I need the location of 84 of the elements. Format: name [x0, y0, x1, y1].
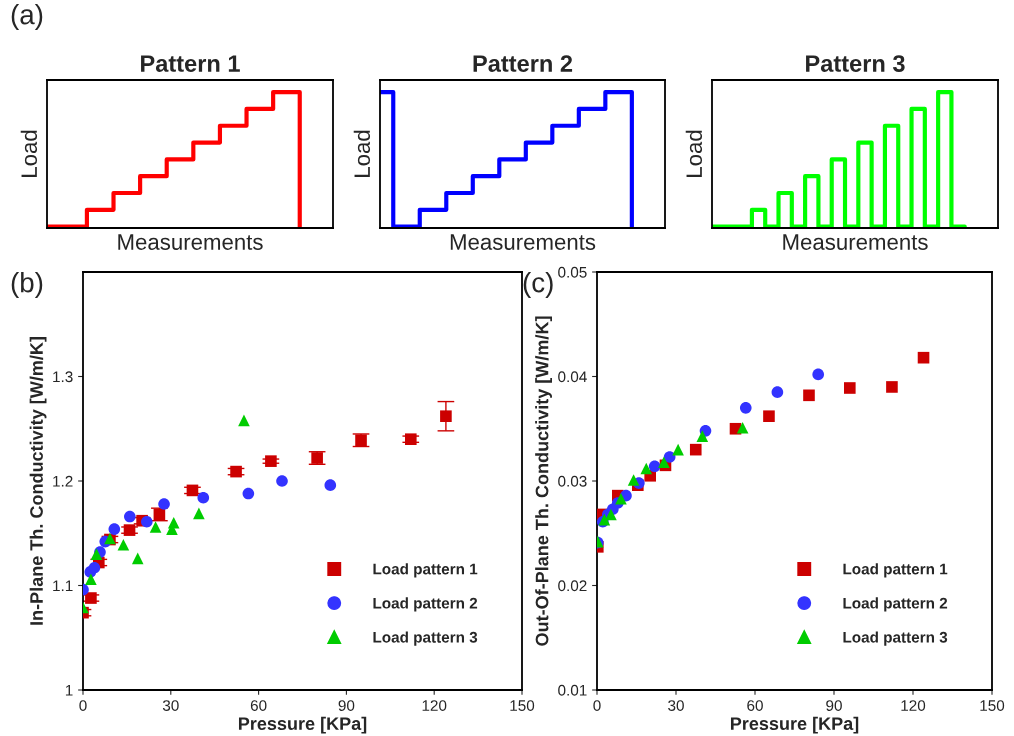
point [117, 538, 130, 551]
point [124, 510, 136, 523]
y-axis-title: Load [353, 130, 371, 177]
y-tick-label: 1.2 [53, 475, 73, 487]
x-tick-label: 150 [510, 700, 535, 711]
point [90, 548, 103, 560]
x-tick-label: 30 [162, 700, 179, 711]
point [131, 552, 144, 565]
point [158, 498, 170, 510]
y-axis-title: Load [20, 130, 38, 177]
x-axis-title: Pressure [KPa] [730, 716, 859, 734]
x-tick-label: 60 [747, 700, 763, 711]
point [197, 491, 210, 504]
x-tick-label: 90 [338, 700, 355, 711]
x-axis-title: Measurements [450, 234, 596, 250]
point [440, 410, 452, 423]
point [85, 592, 97, 604]
point [763, 410, 775, 423]
point [324, 479, 337, 491]
point [658, 456, 670, 468]
point [311, 452, 323, 464]
x-axis-title: Pressure [KPa] [238, 716, 367, 734]
point [696, 430, 709, 442]
y-axis-title: Out-Of-Plane Th. Conductivity [W/m/K] [535, 316, 552, 646]
point [242, 487, 255, 500]
point [663, 451, 676, 463]
point [648, 460, 661, 473]
point [771, 386, 784, 398]
legend-label: Load pattern 1 [373, 563, 478, 578]
chart-title: Pattern 2 [473, 55, 573, 72]
point [355, 434, 367, 447]
legend-label: Load pattern 2 [843, 597, 948, 612]
point [640, 462, 653, 475]
y-axis-title: In-Plane Th. Conductivity [W/m/K] [29, 337, 47, 625]
x-tick-label: 0 [79, 700, 87, 711]
y-axis-title: Load [685, 130, 703, 177]
point [689, 443, 702, 456]
point [404, 433, 417, 446]
x-tick-label: 90 [826, 700, 842, 711]
x-tick-label: 120 [422, 700, 447, 711]
legend-label: Load pattern 1 [843, 563, 948, 578]
point [276, 475, 288, 487]
point [123, 524, 136, 536]
point [917, 351, 930, 364]
y-tick-label: 0.02 [558, 580, 587, 592]
point [193, 507, 205, 520]
y-tick-label: 1.1 [53, 580, 73, 592]
point [812, 368, 825, 381]
text: (a) [11, 4, 43, 30]
y-tick-label: 0.04 [558, 371, 587, 383]
point [108, 523, 121, 535]
point [85, 573, 97, 586]
legend-label: Load pattern 3 [373, 631, 478, 646]
x-axis-title: Measurements [783, 234, 928, 250]
x-tick-label: 120 [901, 700, 926, 711]
point [88, 561, 101, 574]
x-tick-label: 60 [250, 700, 267, 711]
chart-title: Pattern 1 [141, 55, 240, 72]
y-tick-label: 1.3 [53, 371, 73, 383]
point [843, 382, 856, 394]
text: (c) [523, 272, 553, 298]
point [627, 474, 640, 486]
point [149, 521, 162, 533]
point [803, 389, 815, 402]
point [230, 465, 242, 478]
point [140, 515, 153, 528]
legend-label: Load pattern 2 [373, 597, 478, 612]
point [238, 414, 250, 427]
legend-label: Load pattern 3 [843, 631, 948, 646]
point [886, 381, 898, 393]
x-tick-label: 150 [980, 700, 1005, 711]
text: (b) [11, 272, 43, 298]
point [739, 402, 752, 414]
point [265, 455, 277, 467]
x-tick-label: 30 [668, 700, 684, 711]
x-axis-title: Measurements [118, 234, 263, 250]
y-tick-label: 0.03 [558, 475, 587, 487]
y-tick-label: 0.01 [558, 684, 587, 696]
point [736, 421, 749, 434]
point [167, 516, 180, 529]
chart-title: Pattern 3 [806, 55, 905, 72]
y-tick-label: 1 [65, 685, 73, 696]
y-tick-label: 0.05 [558, 266, 587, 278]
x-tick-label: 0 [593, 700, 601, 711]
